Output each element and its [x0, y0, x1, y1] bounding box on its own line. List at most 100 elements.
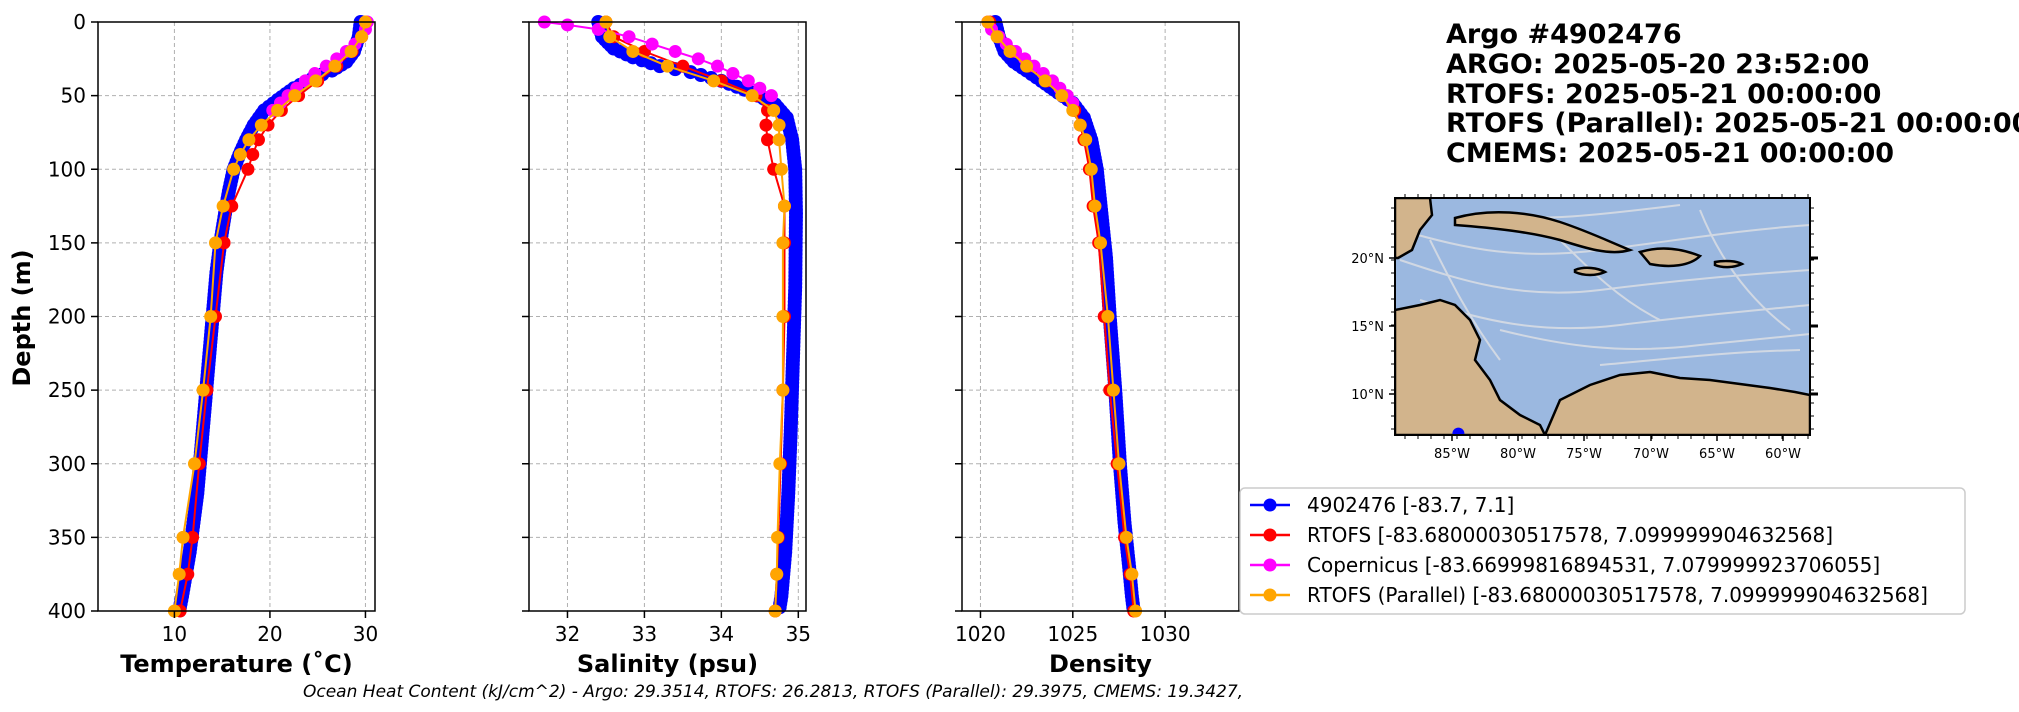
series-point-1 [246, 148, 260, 162]
map-lon-label: 70°W [1633, 447, 1669, 462]
temperature-plot: 10 20 30050100150200250300350400Temperatur… [48, 10, 378, 678]
series-point-3 [233, 148, 247, 162]
legend-marker-3 [1263, 588, 1277, 602]
map-lat-label: 20°N [1351, 252, 1384, 267]
map-lat-label: 15°N [1351, 320, 1384, 335]
series-point-3 [288, 89, 302, 103]
salinity-plot: 32 33 34 35 Salinity (psu) [522, 15, 811, 678]
series-point-3 [1084, 162, 1098, 176]
series-point-3 [242, 133, 256, 147]
series-point-3 [328, 59, 342, 73]
series-point-3 [661, 59, 674, 73]
series-point-3 [227, 162, 241, 176]
series-point-3 [707, 74, 721, 88]
series-point-2 [726, 67, 740, 81]
legend-frame [1239, 487, 1966, 615]
xtick-label: 10 [162, 622, 187, 646]
series-line-3 [604, 21, 786, 612]
ytick-label: 250 [48, 378, 86, 402]
series-point-2 [560, 18, 574, 32]
series-point-2 [668, 44, 682, 58]
series-point-3 [204, 310, 218, 323]
legend-marker-0 [1263, 498, 1277, 512]
series-point-3 [777, 199, 791, 213]
series-point-3 [271, 103, 285, 117]
series-point-3 [1106, 383, 1120, 397]
map-land [1395, 198, 1810, 435]
xtick-label: 1020 [955, 622, 1006, 646]
series-point-3 [216, 199, 230, 213]
series-point-3 [1094, 236, 1107, 250]
xlabel-salinity: Salinity (psu) [577, 650, 758, 678]
series-point-2 [711, 59, 725, 73]
ytick-label: 300 [48, 452, 86, 476]
title-line-argo-time: ARGO: 2025-05-20 23:52:00 [1446, 49, 1869, 80]
ytick-label: 100 [48, 157, 86, 181]
title-block: Argo #4902476 ARGO: 2025-05-20 23:52:00 … [1446, 19, 2019, 169]
xtick-label: 35 [786, 622, 811, 646]
series-point-3 [603, 30, 617, 44]
xtick-label: 30 [353, 622, 378, 646]
series-point-2 [741, 74, 755, 88]
series-point-3 [1119, 530, 1133, 544]
series-point-2 [622, 30, 636, 44]
xtick-label: 32 [555, 622, 580, 646]
series-point-3 [771, 530, 785, 544]
series-line-1 [605, 21, 786, 612]
legend-marker-2 [1263, 558, 1277, 572]
legend-label-0: 4902476 [-83.7, 7.1] [1307, 493, 1514, 517]
xtick-label: 34 [709, 622, 734, 646]
series-point-1 [759, 118, 773, 132]
map-ticks: 85°W 80°W 75°W 70°W 65°W 60°W 20°N 15°N 10°N [1351, 194, 1818, 462]
series-point-3 [772, 133, 786, 147]
series-point-3 [1066, 103, 1080, 117]
ytick-label: 400 [48, 599, 86, 623]
series-point-3 [355, 30, 369, 44]
map-lon-label: 75°W [1566, 447, 1602, 462]
series-point-2 [645, 37, 659, 51]
series-point-3 [1003, 44, 1017, 58]
series-point-3 [770, 567, 784, 581]
series-point-2 [764, 89, 778, 103]
series-point-3 [626, 44, 640, 58]
series-point-2 [691, 52, 705, 66]
series-point-3 [1073, 118, 1087, 132]
series-point-3 [254, 118, 268, 132]
series-point-3 [773, 457, 787, 471]
xtick-label: 1030 [1140, 622, 1191, 646]
series-point-1 [761, 133, 775, 147]
map-frame [1394, 197, 1811, 436]
series-point-3 [767, 103, 781, 117]
series-point-3 [1055, 89, 1069, 103]
title-line-rtofs-time: RTOFS: 2025-05-21 00:00:00 [1446, 79, 1881, 110]
legend-label-3: RTOFS (Parallel) [-83.68000030517578, 7.… [1307, 583, 1928, 607]
legend-marker-1 [1263, 528, 1277, 542]
title-line-cmems-time: CMEMS: 2025-05-21 00:00:00 [1446, 138, 1894, 169]
series-point-3 [187, 457, 201, 471]
map-lon-label: 65°W [1699, 447, 1735, 462]
series-point-3 [776, 310, 790, 323]
map-lat-label: 10°N [1351, 388, 1384, 403]
series-point-3 [172, 567, 186, 581]
series-point-3 [1112, 457, 1126, 471]
series-point-3 [1125, 567, 1139, 581]
series-point-1 [251, 133, 265, 147]
ytick-label: 150 [48, 231, 86, 255]
map-float-marker [1452, 427, 1465, 435]
series-point-3 [990, 30, 1004, 44]
map-lon-label: 80°W [1500, 447, 1536, 462]
series-point-3 [1101, 310, 1115, 323]
ytick-label: 200 [48, 305, 86, 329]
series-point-3 [344, 44, 358, 58]
map-lon-label: 85°W [1434, 447, 1470, 462]
series-point-3 [776, 383, 790, 397]
series-point-3 [176, 530, 190, 544]
series-point-3 [774, 162, 788, 176]
ytick-label: 350 [48, 525, 86, 549]
series-point-3 [745, 89, 759, 103]
series-point-3 [1079, 133, 1093, 147]
legend: 4902476 [-83.7, 7.1] RTOFS [-83.680000305… [1239, 487, 1966, 615]
series-point-3 [772, 118, 786, 132]
legend-label-1: RTOFS [-83.68000030517578, 7.09999990463… [1307, 523, 1833, 547]
